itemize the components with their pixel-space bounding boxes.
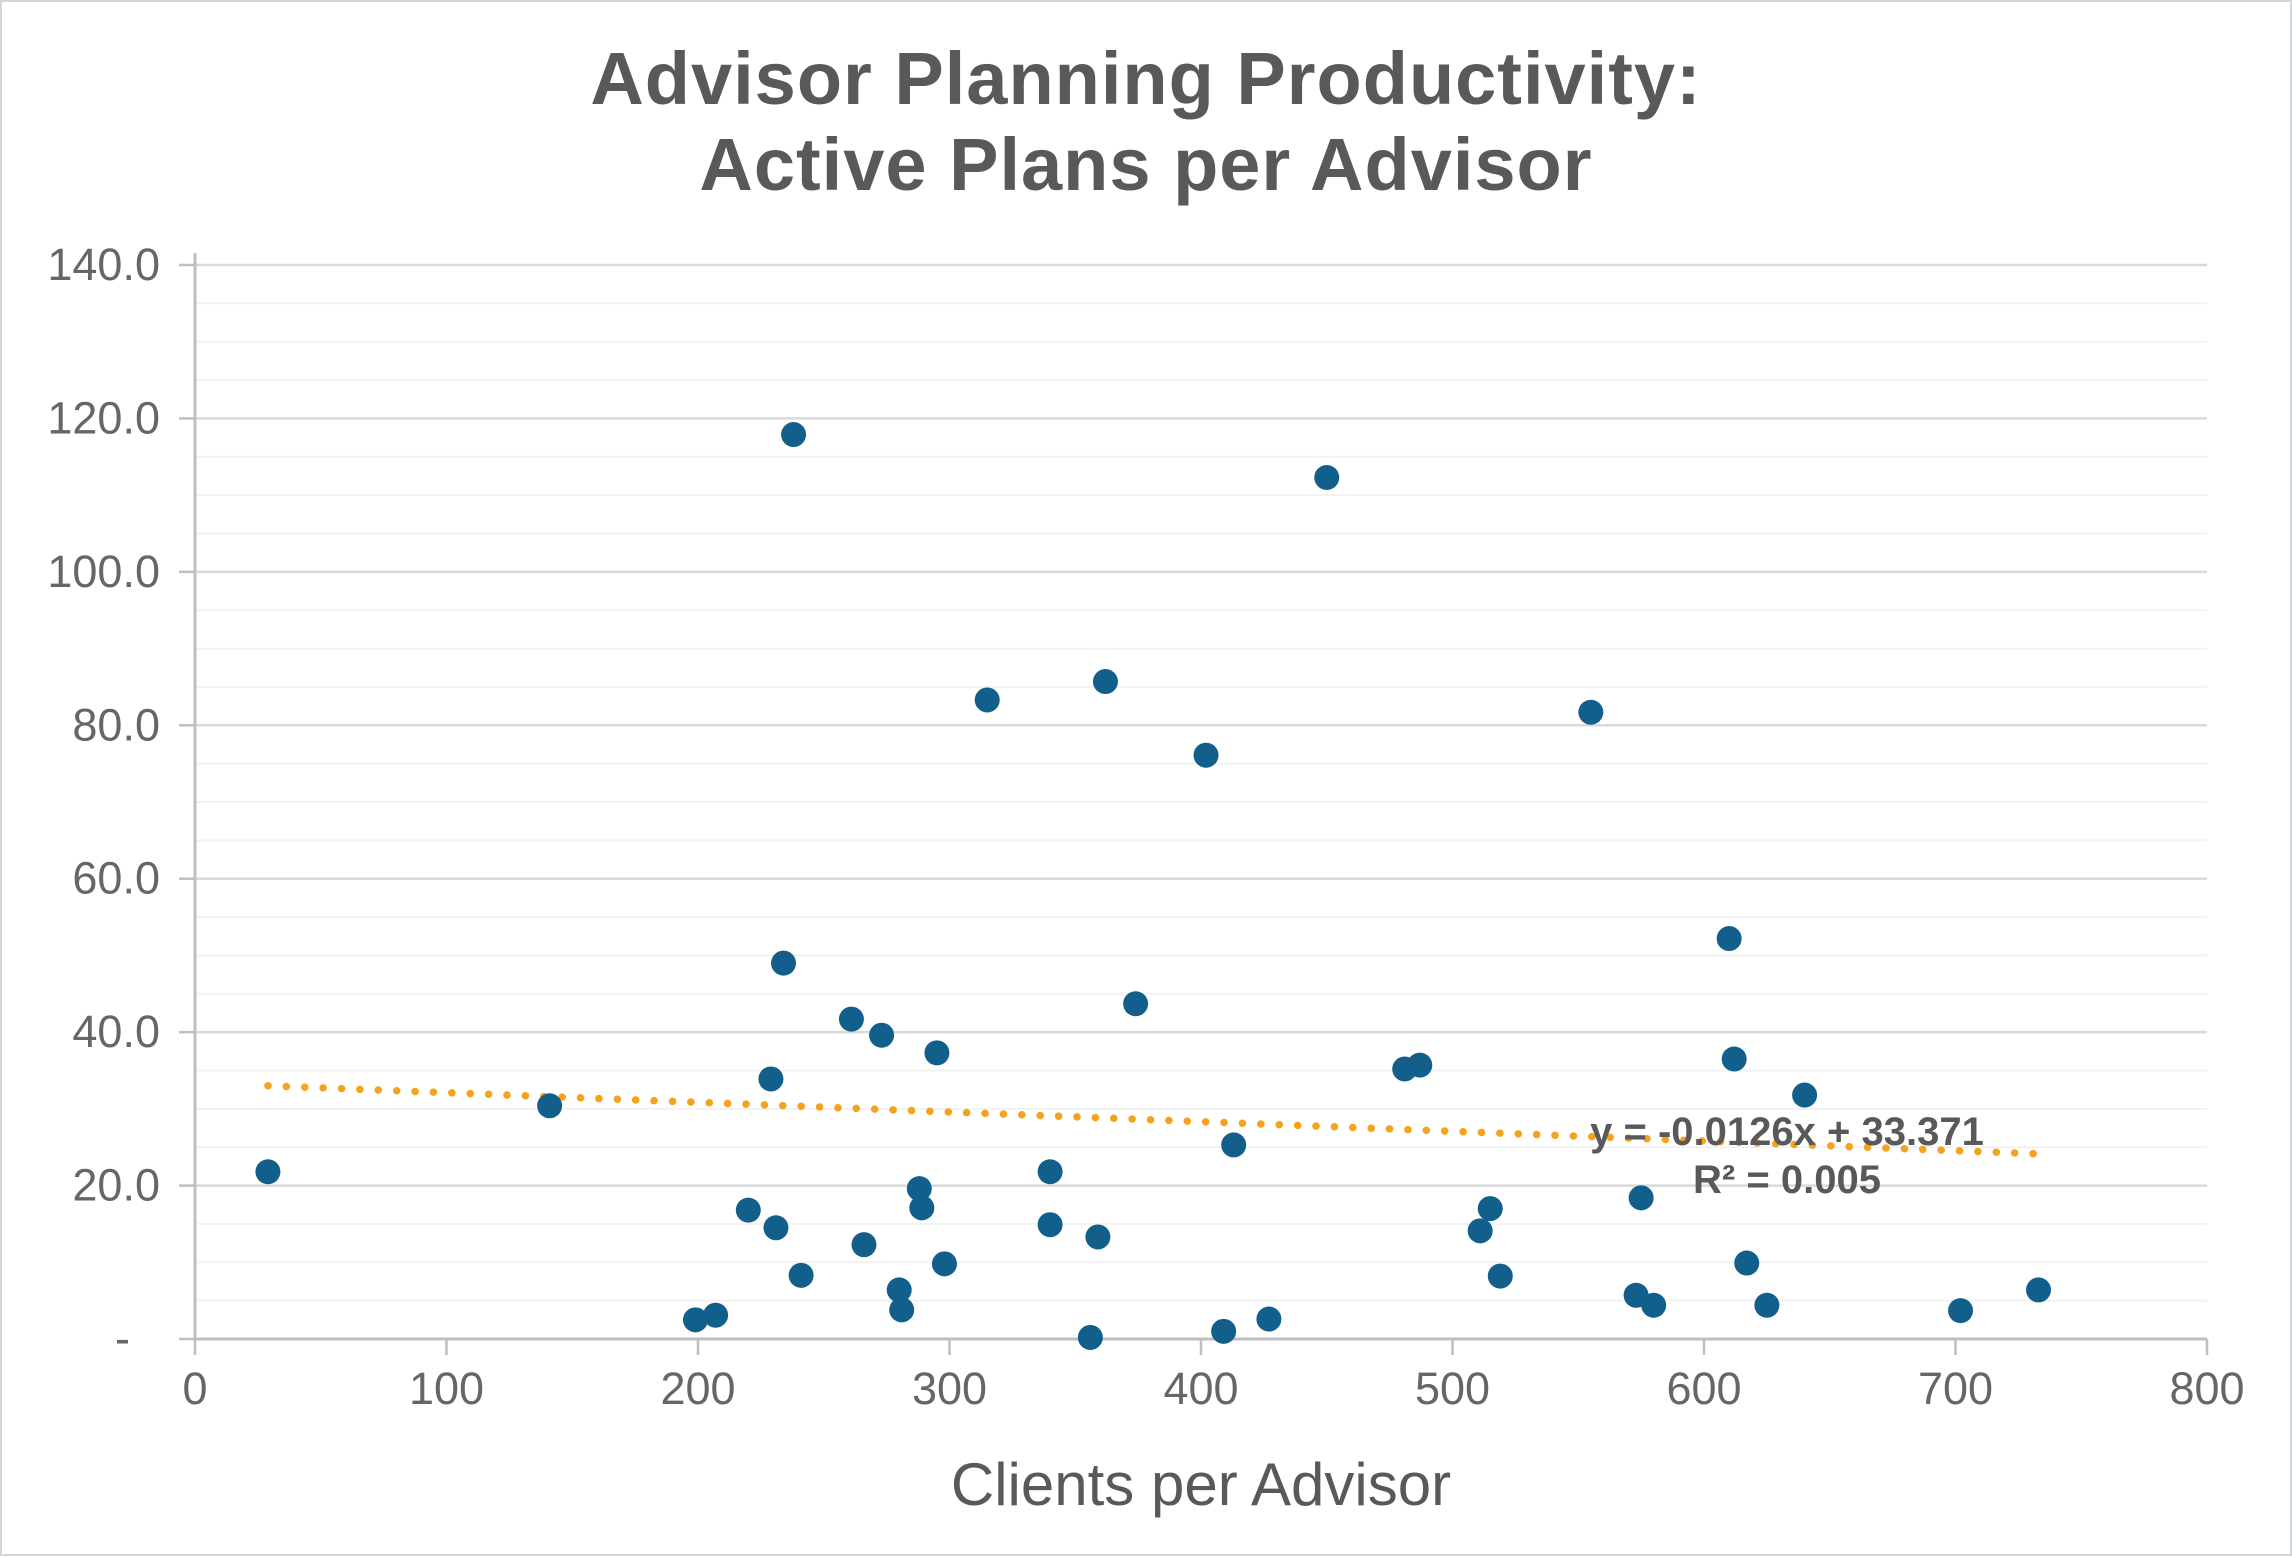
data-point xyxy=(788,1262,814,1288)
data-point xyxy=(1077,1324,1103,1350)
data-point xyxy=(974,687,1000,713)
y-tick-label: 140.0 xyxy=(47,239,160,290)
data-point xyxy=(1641,1292,1667,1318)
data-point xyxy=(1578,699,1604,725)
data-point xyxy=(758,1066,784,1092)
data-point xyxy=(1487,1263,1513,1289)
y-tick-label: 100.0 xyxy=(47,546,160,597)
x-tick-label: 300 xyxy=(912,1363,987,1414)
data-point xyxy=(889,1297,915,1323)
data-point xyxy=(1407,1052,1433,1078)
data-point xyxy=(1256,1306,1282,1332)
y-tick-label: 20.0 xyxy=(72,1160,160,1211)
y-tick-label: 40.0 xyxy=(72,1006,160,1057)
data-point xyxy=(1092,669,1118,695)
x-tick-label: 0 xyxy=(182,1363,207,1414)
data-point xyxy=(781,422,807,448)
data-point xyxy=(1628,1185,1654,1211)
chart-title: Advisor Planning Productivity: Active Pl… xyxy=(2,36,2290,208)
trendline-equation: y = -0.0126x + 33.371 R² = 0.005 xyxy=(1507,1108,2067,1204)
data-point xyxy=(1123,991,1149,1017)
data-point xyxy=(1037,1159,1063,1185)
data-point xyxy=(1792,1082,1818,1108)
data-point xyxy=(1467,1218,1493,1244)
data-point xyxy=(1754,1292,1780,1318)
trendline xyxy=(264,1082,2043,1158)
data-point xyxy=(886,1277,912,1303)
data-point xyxy=(869,1022,895,1048)
x-axis-title: Clients per Advisor xyxy=(950,1451,1452,1518)
data-point xyxy=(735,1197,761,1223)
y-tick-label: 60.0 xyxy=(72,853,160,904)
data-point xyxy=(1948,1298,1974,1324)
data-point xyxy=(537,1093,563,1119)
y-tick-label: - xyxy=(115,1313,130,1364)
data-point xyxy=(1193,742,1219,768)
chart-title-line2: Active Plans per Advisor xyxy=(699,123,1593,206)
x-tick-label: 600 xyxy=(1666,1363,1741,1414)
data-point xyxy=(851,1232,877,1258)
y-tick-label: 80.0 xyxy=(72,699,160,750)
data-point xyxy=(2025,1277,2051,1303)
x-tick-label: 100 xyxy=(409,1363,484,1414)
data-point xyxy=(682,1307,708,1333)
data-point xyxy=(771,950,797,976)
data-point xyxy=(909,1195,935,1221)
data-point xyxy=(763,1215,789,1241)
x-tick-label: 400 xyxy=(1163,1363,1238,1414)
data-point xyxy=(255,1159,281,1185)
data-point xyxy=(1211,1318,1237,1344)
data-point xyxy=(1721,1046,1747,1072)
data-point xyxy=(1085,1224,1111,1250)
x-tick-label: 800 xyxy=(2169,1363,2244,1414)
data-point xyxy=(1477,1196,1503,1222)
y-tick-label: 120.0 xyxy=(47,392,160,443)
data-point xyxy=(1221,1132,1247,1158)
data-point xyxy=(1314,464,1340,490)
data-point xyxy=(931,1251,957,1277)
x-tick-label: 200 xyxy=(660,1363,735,1414)
data-point xyxy=(1734,1250,1760,1276)
data-point xyxy=(1716,926,1742,952)
x-tick-label: 700 xyxy=(1918,1363,1993,1414)
trendline-equation-r2: R² = 0.005 xyxy=(1693,1158,1881,1202)
data-point xyxy=(838,1006,864,1032)
data-point xyxy=(906,1176,932,1202)
data-point xyxy=(1037,1212,1063,1238)
x-tick-label: 500 xyxy=(1415,1363,1490,1414)
chart-title-line1: Advisor Planning Productivity: xyxy=(590,37,1702,120)
data-point xyxy=(924,1040,950,1066)
data-point xyxy=(703,1302,729,1328)
trendline-equation-formula: y = -0.0126x + 33.371 xyxy=(1590,1110,1984,1154)
